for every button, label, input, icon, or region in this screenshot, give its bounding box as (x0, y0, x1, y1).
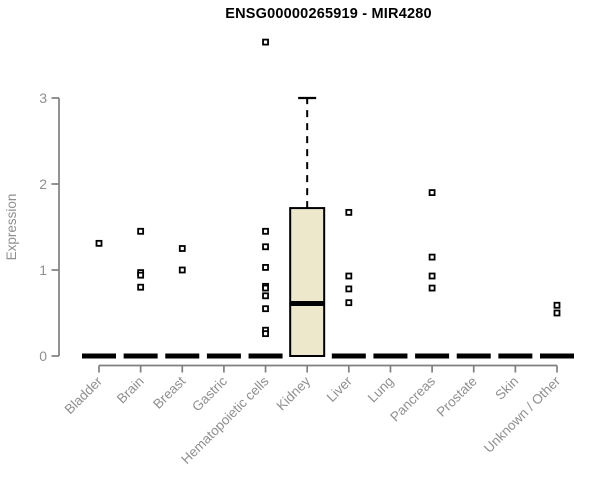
y-tick-label: 2 (39, 176, 47, 192)
outlier-point-unknown-other (553, 309, 561, 317)
outlier-point-hematopoietic-cells (262, 284, 269, 292)
outlier-point-hematopoietic-cells (262, 243, 269, 251)
y-tick-label: 3 (39, 90, 47, 106)
outlier-point-hematopoietic-cells (262, 264, 269, 271)
outlier-point-brain (137, 271, 145, 279)
outlier-point-liver (345, 272, 353, 280)
outlier-point-bladder (95, 239, 103, 247)
outlier-point-pancreas (428, 253, 436, 261)
outlier-point-breast (178, 245, 186, 252)
outlier-point-liver (345, 299, 353, 307)
outlier-point-liver (345, 285, 353, 293)
outlier-point-breast (178, 266, 186, 274)
x-category-label-liver: Liver (324, 373, 356, 405)
outlier-point-unknown-other (553, 301, 561, 309)
outlier-point-pancreas (428, 189, 436, 197)
box-kidney (289, 207, 326, 357)
x-category-label-prostate: Prostate (434, 374, 480, 420)
x-category-label-bladder: Bladder (62, 373, 106, 417)
outlier-point-hematopoietic-cells (262, 305, 269, 313)
outlier-point-brain (137, 227, 145, 235)
x-category-label-lung: Lung (365, 374, 397, 406)
outlier-point-pancreas (428, 272, 436, 280)
x-category-label-brain: Brain (114, 374, 147, 407)
x-category-label-unknown-other: Unknown / Other (481, 373, 564, 456)
x-category-label-breast: Breast (150, 373, 188, 411)
x-category-label-gastric: Gastric (189, 373, 230, 414)
x-category-label-skin: Skin (492, 374, 521, 403)
outlier-point-liver (345, 208, 353, 216)
y-tick-label: 1 (39, 262, 47, 278)
outlier-point-hematopoietic-cells (262, 292, 269, 300)
outlier-point-hematopoietic-cells (262, 227, 269, 235)
x-category-label-kidney: Kidney (274, 373, 314, 413)
y-tick-label: 0 (39, 348, 47, 364)
x-category-label-pancreas: Pancreas (387, 373, 438, 424)
y-axis-title: Expression (4, 194, 19, 261)
outlier-point-brain (137, 283, 145, 291)
outlier-point-hematopoietic-cells (262, 38, 269, 46)
chart-title: ENSG00000265919 - MIR4280 (225, 6, 432, 22)
outlier-point-hematopoietic-cells (262, 330, 269, 338)
outlier-point-pancreas (428, 284, 436, 292)
